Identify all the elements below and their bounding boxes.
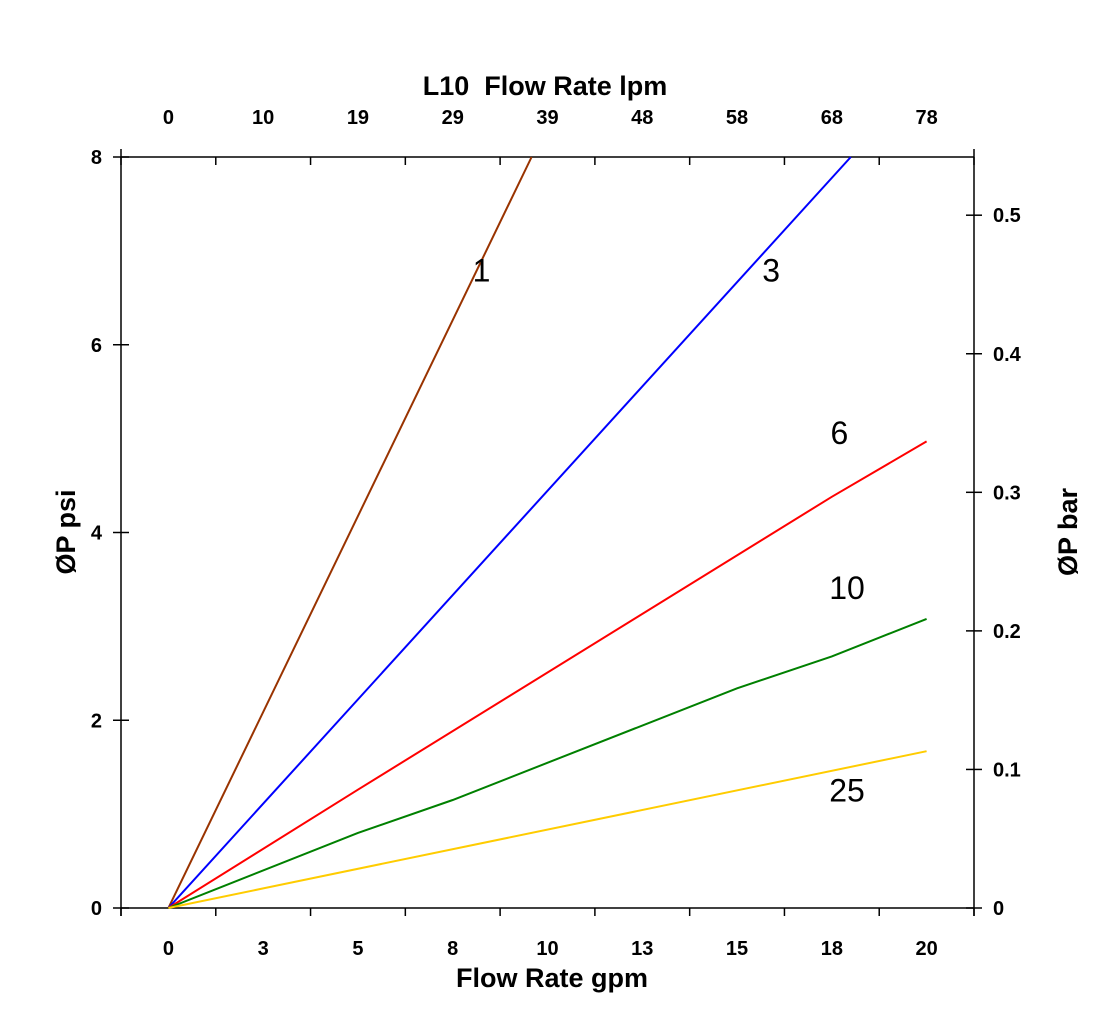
series-line-6 xyxy=(167,440,928,909)
x-tick-label: 5 xyxy=(352,938,363,960)
top-tick-label: 0 xyxy=(163,107,174,129)
top-tick-label: 29 xyxy=(442,107,464,129)
top-tick-label: 78 xyxy=(915,107,937,129)
series-label-3: 3 xyxy=(762,253,780,289)
top-tick-label: 19 xyxy=(347,107,369,129)
x-tick-label: 8 xyxy=(447,938,458,960)
y-tick-label: 0 xyxy=(91,898,102,920)
x-axis-title: Flow Rate gpm xyxy=(456,963,648,993)
series-label-25: 25 xyxy=(829,773,865,809)
y2-axis-title: ØP bar xyxy=(1053,487,1083,576)
y-tick-label: 4 xyxy=(91,523,103,545)
series-label-1: 1 xyxy=(473,253,491,289)
series-label-6: 6 xyxy=(831,415,849,451)
top-tick-label: 39 xyxy=(536,107,558,129)
top-tick-label: 10 xyxy=(252,107,274,129)
y2-tick-label: 0.5 xyxy=(993,205,1021,227)
y-tick-label: 8 xyxy=(91,147,102,169)
x-tick-label: 18 xyxy=(821,938,843,960)
y-tick-label: 2 xyxy=(91,710,102,732)
x-tick-label: 20 xyxy=(915,938,937,960)
top-axis-title: L10 Flow Rate lpm xyxy=(423,71,668,101)
series-line-10 xyxy=(168,617,927,909)
y2-tick-label: 0.1 xyxy=(993,759,1021,781)
series-lines xyxy=(167,156,928,909)
top-tick-label: 48 xyxy=(631,107,653,129)
x-tick-label: 10 xyxy=(536,938,558,960)
series-line-3 xyxy=(167,156,852,909)
series-label-10: 10 xyxy=(829,570,865,606)
x-tick-label: 15 xyxy=(726,938,748,960)
x-tick-label: 3 xyxy=(258,938,269,960)
y-tick-label: 6 xyxy=(91,335,102,357)
x-tick-label: 0 xyxy=(163,938,174,960)
y2-tick-label: 0.3 xyxy=(993,482,1021,504)
top-tick-label: 58 xyxy=(726,107,748,129)
x-tick-label: 13 xyxy=(631,938,653,960)
top-tick-label: 68 xyxy=(821,107,843,129)
axes: 00310519829103913481558186820780246800.1… xyxy=(91,107,1022,960)
y2-tick-label: 0.2 xyxy=(993,621,1021,643)
series-line-1 xyxy=(167,156,533,909)
y-axis-title: ØP psi xyxy=(51,489,81,574)
series-line-25 xyxy=(168,750,927,909)
y2-tick-label: 0 xyxy=(993,898,1004,920)
y2-tick-label: 0.4 xyxy=(993,344,1022,366)
series-labels: 1 3 6 10 25 xyxy=(473,253,865,809)
